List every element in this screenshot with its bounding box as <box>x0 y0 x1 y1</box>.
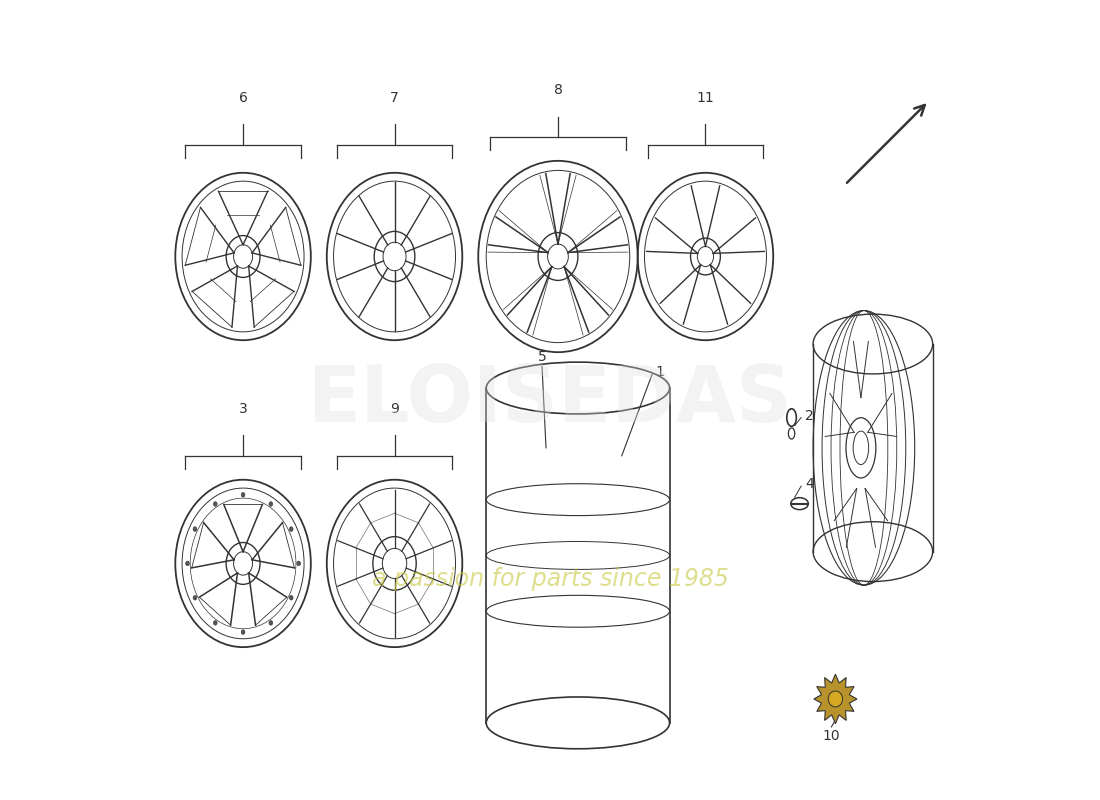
Ellipse shape <box>241 630 245 634</box>
Ellipse shape <box>213 502 217 506</box>
Ellipse shape <box>828 691 843 707</box>
Ellipse shape <box>194 527 197 531</box>
Text: 1: 1 <box>656 365 664 379</box>
Ellipse shape <box>270 502 273 506</box>
Ellipse shape <box>194 595 197 600</box>
Ellipse shape <box>297 561 300 566</box>
Text: ELOISEDAS: ELOISEDAS <box>308 362 792 438</box>
Ellipse shape <box>186 561 189 566</box>
Polygon shape <box>814 674 857 724</box>
Text: 7: 7 <box>390 91 399 105</box>
Ellipse shape <box>213 621 217 625</box>
Ellipse shape <box>289 595 293 600</box>
Text: 9: 9 <box>390 402 399 416</box>
Text: 6: 6 <box>239 91 248 105</box>
Text: 10: 10 <box>823 730 840 743</box>
Text: 2: 2 <box>805 409 814 423</box>
Ellipse shape <box>270 621 273 625</box>
Text: a passion for parts since 1985: a passion for parts since 1985 <box>372 567 728 591</box>
Text: 8: 8 <box>553 83 562 97</box>
Text: 5: 5 <box>538 350 547 364</box>
Text: 3: 3 <box>239 402 248 416</box>
Text: 4: 4 <box>805 477 814 490</box>
Ellipse shape <box>289 527 293 531</box>
Text: 11: 11 <box>696 91 714 105</box>
Ellipse shape <box>241 493 245 497</box>
